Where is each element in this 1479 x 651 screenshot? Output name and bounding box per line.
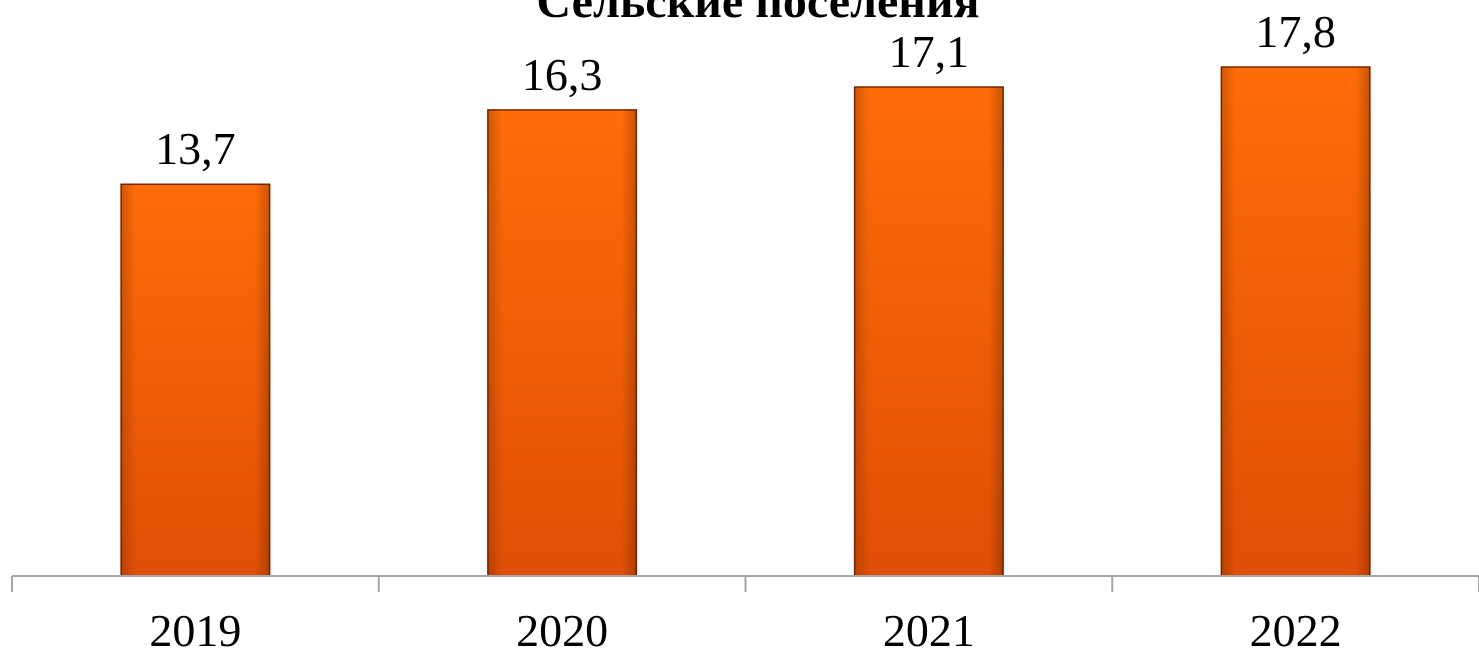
x-tick-label: 2020 [516, 605, 608, 651]
bar-shading [854, 87, 1004, 577]
data-label: 13,7 [155, 123, 236, 174]
bar-series [120, 66, 1371, 577]
bar-shading [1221, 67, 1370, 576]
bar-2021 [853, 86, 1004, 577]
x-tick-label: 2021 [883, 605, 975, 651]
bar-shading [487, 109, 637, 577]
chart-title: Сельские поселения [536, 0, 979, 28]
x-tick-label: 2022 [1250, 605, 1342, 651]
data-label: 17,1 [889, 26, 970, 77]
x-axis-tick-labels: 2019 2020 2021 2022 [149, 605, 1341, 651]
bar-2020 [487, 109, 638, 577]
data-label: 16,3 [522, 49, 603, 100]
x-axis-ticks [11, 576, 1479, 592]
x-axis: 2019 2020 2021 2022 [11, 575, 1479, 651]
data-labels: 13,7 16,3 17,1 17,8 [155, 6, 1336, 174]
x-tick-label: 2019 [149, 605, 241, 651]
bar-shading [121, 184, 270, 576]
data-label: 17,8 [1255, 6, 1336, 57]
bar-2022 [1220, 66, 1371, 577]
bar-2019 [120, 183, 271, 577]
